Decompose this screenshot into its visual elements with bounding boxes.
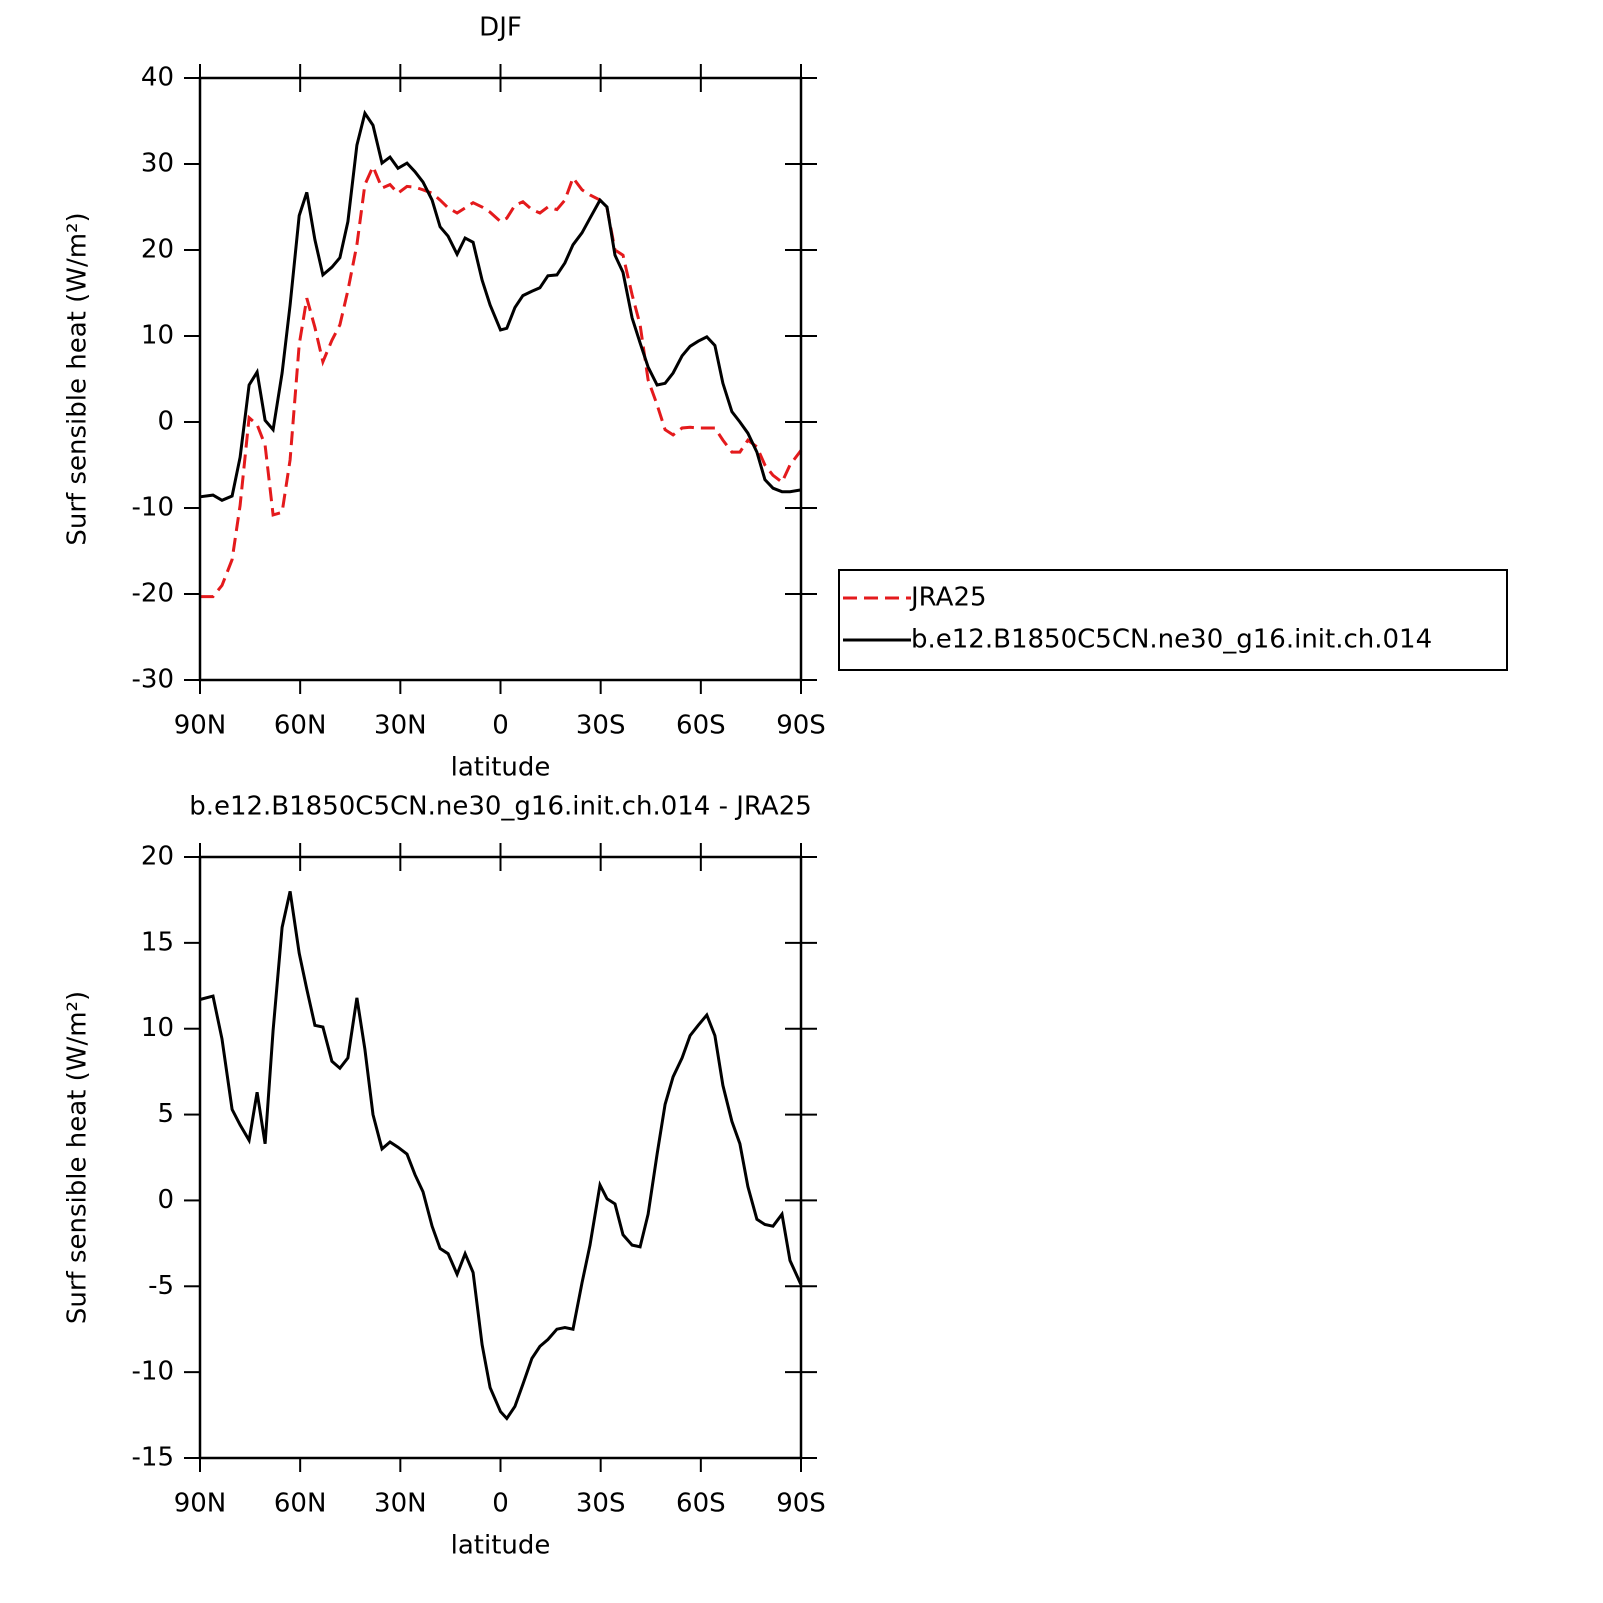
y-axis-label: Surf sensible heat (W/m²) [63,212,93,545]
x-tick-label: 60N [274,1489,327,1519]
plot-frame [198,76,803,682]
y-tick-label: -10 [132,493,174,523]
chart-title: b.e12.B1850C5CN.ne30_g16.init.ch.014 - J… [189,792,812,822]
data-line [200,162,803,599]
y-tick-label: 0 [157,1185,174,1215]
y-tick-label: -30 [132,665,174,695]
y-tick-label: -5 [148,1271,174,1301]
data-line [199,109,802,502]
y-tick-label: 10 [141,1013,174,1043]
chart-title: DJF [479,13,522,43]
x-tick-label: 90N [174,711,227,741]
x-tick-label: 0 [492,711,509,741]
plot-frame [198,855,803,1460]
x-tick-label: 60N [274,711,327,741]
x-tick-label: 90S [776,711,826,741]
y-tick-label: 40 [141,63,174,93]
legend-box [838,569,1508,671]
y-axis-label: Surf sensible heat (W/m²) [63,991,93,1324]
y-tick-label: 20 [141,842,174,872]
data-line [199,890,803,1421]
x-tick-label: 60S [676,711,726,741]
x-tick-label: 90S [776,1489,826,1519]
x-tick-label: 90N [174,1489,227,1519]
y-tick-label: -10 [132,1357,174,1387]
legend-label: b.e12.B1850C5CN.ne30_g16.init.ch.014 [911,625,1432,655]
y-tick-label: 5 [157,1099,174,1129]
x-axis-label: latitude [451,753,551,783]
x-tick-label: 0 [492,1489,509,1519]
y-tick-label: 20 [141,235,174,265]
y-tick-label: 0 [157,407,174,437]
x-axis-label: latitude [451,1531,551,1561]
x-tick-label: 60S [676,1489,726,1519]
y-tick-label: -20 [132,579,174,609]
y-tick-label: 10 [141,321,174,351]
y-tick-label: 30 [141,149,174,179]
x-tick-label: 30S [576,711,626,741]
y-tick-label: 15 [141,927,174,957]
x-tick-label: 30N [374,1489,427,1519]
x-tick-label: 30N [374,711,427,741]
x-tick-label: 30S [576,1489,626,1519]
legend-label: JRA25 [909,583,987,613]
y-tick-label: -15 [132,1443,174,1473]
